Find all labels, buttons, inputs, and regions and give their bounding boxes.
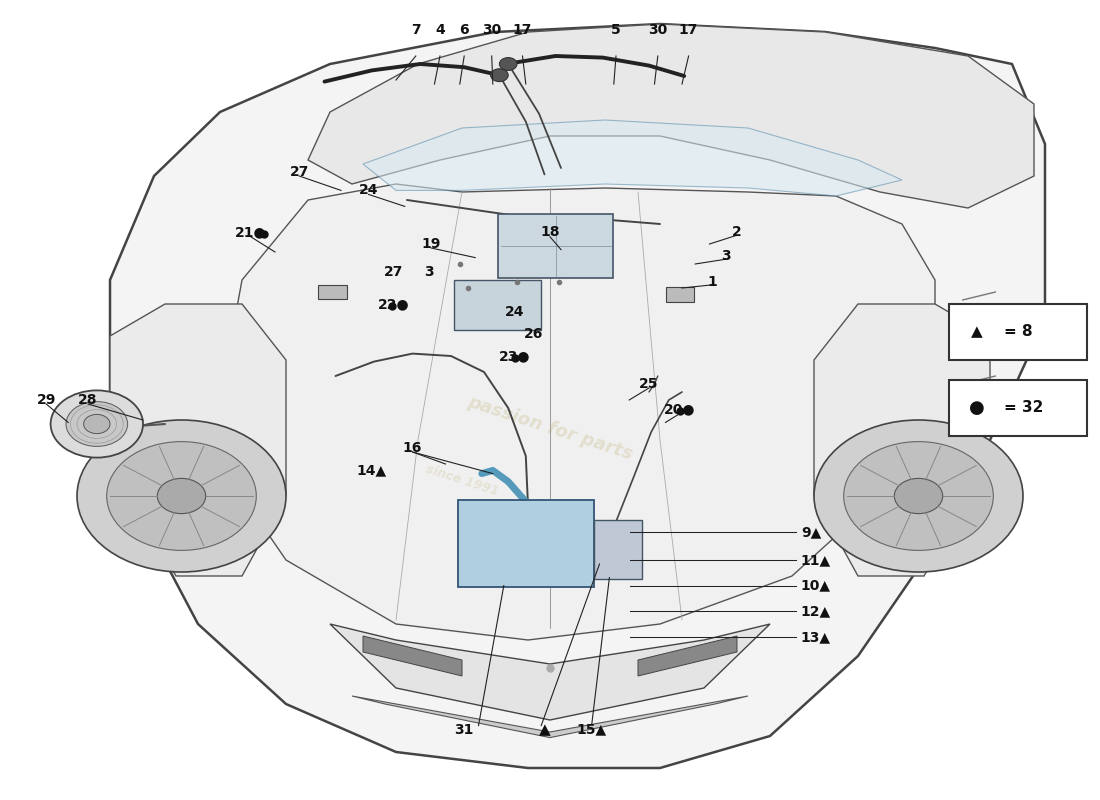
Text: 6: 6 xyxy=(460,23,469,38)
Text: ▲: ▲ xyxy=(539,722,550,737)
Text: 22●: 22● xyxy=(378,297,409,311)
Text: 24: 24 xyxy=(359,183,378,198)
Circle shape xyxy=(51,390,143,458)
Circle shape xyxy=(814,420,1023,572)
Text: 15▲: 15▲ xyxy=(576,722,607,737)
Text: = 8: = 8 xyxy=(1004,325,1033,339)
Circle shape xyxy=(66,402,128,446)
Polygon shape xyxy=(638,636,737,676)
Circle shape xyxy=(894,478,943,514)
Text: 30: 30 xyxy=(482,23,502,38)
Text: 26: 26 xyxy=(524,327,543,342)
FancyBboxPatch shape xyxy=(666,287,694,302)
Text: 25: 25 xyxy=(639,377,659,391)
Circle shape xyxy=(107,442,256,550)
Polygon shape xyxy=(308,24,1034,208)
Text: 31: 31 xyxy=(454,722,474,737)
Circle shape xyxy=(844,442,993,550)
Circle shape xyxy=(77,420,286,572)
Text: 27: 27 xyxy=(384,265,404,279)
FancyBboxPatch shape xyxy=(454,280,541,330)
Text: 24: 24 xyxy=(505,305,525,319)
Text: 14▲: 14▲ xyxy=(356,463,387,478)
Polygon shape xyxy=(220,184,935,640)
FancyBboxPatch shape xyxy=(949,304,1087,360)
Text: 4: 4 xyxy=(436,23,444,38)
Text: 5: 5 xyxy=(612,23,620,38)
Polygon shape xyxy=(814,304,990,576)
Text: 27: 27 xyxy=(289,165,309,179)
Text: 28: 28 xyxy=(78,393,98,407)
Polygon shape xyxy=(363,120,902,196)
Circle shape xyxy=(84,414,110,434)
Text: 9▲: 9▲ xyxy=(801,525,821,539)
Text: 12▲: 12▲ xyxy=(801,604,830,618)
Text: 21●: 21● xyxy=(235,225,266,239)
Polygon shape xyxy=(110,304,286,576)
Text: 18: 18 xyxy=(540,225,560,239)
FancyBboxPatch shape xyxy=(594,520,642,579)
Text: passion for parts: passion for parts xyxy=(465,393,635,463)
Text: 29: 29 xyxy=(36,393,56,407)
Text: 3: 3 xyxy=(722,249,730,263)
Circle shape xyxy=(157,478,206,514)
Circle shape xyxy=(491,69,508,82)
FancyBboxPatch shape xyxy=(498,214,613,278)
Text: = 32: = 32 xyxy=(1004,401,1044,415)
Text: 10▲: 10▲ xyxy=(801,578,830,593)
Text: 30: 30 xyxy=(648,23,668,38)
Circle shape xyxy=(499,58,517,70)
Polygon shape xyxy=(110,24,1045,768)
Polygon shape xyxy=(330,624,770,720)
Text: 20●: 20● xyxy=(664,402,695,417)
Polygon shape xyxy=(363,636,462,676)
Text: 3: 3 xyxy=(425,265,433,279)
Text: 16: 16 xyxy=(403,441,422,455)
FancyBboxPatch shape xyxy=(458,500,594,587)
Text: 2: 2 xyxy=(733,225,741,239)
Text: 17: 17 xyxy=(513,23,532,38)
Text: 17: 17 xyxy=(679,23,699,38)
Text: 13▲: 13▲ xyxy=(801,630,830,644)
FancyBboxPatch shape xyxy=(318,285,346,299)
Text: ▲: ▲ xyxy=(971,325,982,339)
Polygon shape xyxy=(352,696,748,738)
Text: ●: ● xyxy=(969,399,984,417)
Text: 23●: 23● xyxy=(499,349,530,363)
Text: 19: 19 xyxy=(421,237,441,251)
Text: 7: 7 xyxy=(411,23,420,38)
Text: since 1991: since 1991 xyxy=(424,462,500,498)
Text: 1: 1 xyxy=(708,274,717,289)
FancyBboxPatch shape xyxy=(949,380,1087,436)
Text: 11▲: 11▲ xyxy=(801,553,830,567)
